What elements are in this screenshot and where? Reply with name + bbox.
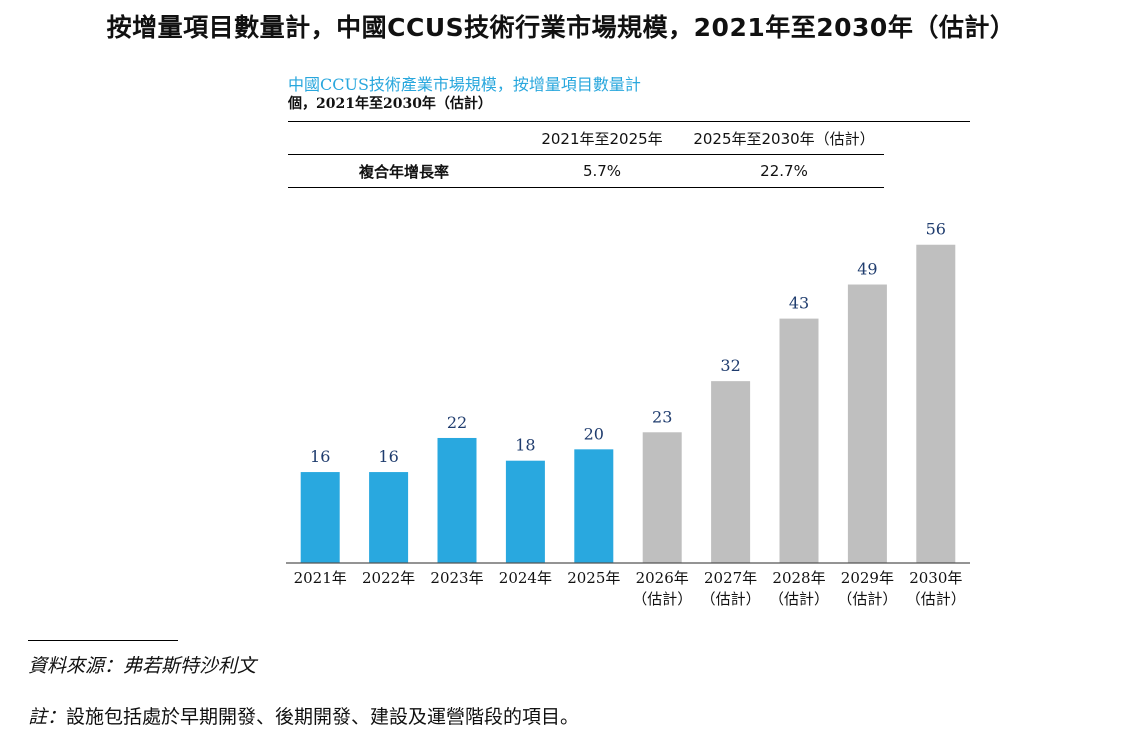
bar-2021年 xyxy=(300,472,340,563)
x-tick-sublabel: （估計） xyxy=(837,590,897,608)
bar-2025年 xyxy=(574,449,614,563)
bar-2023年 xyxy=(437,437,477,563)
value-label: 56 xyxy=(926,220,946,239)
x-tick-label: 2028年 xyxy=(772,569,825,587)
chart-subtitle: 中國CCUS技術產業市場規模，按增量項目數量計 xyxy=(288,75,641,94)
cagr-header-2021-2025: 2021年至2025年 xyxy=(520,121,684,155)
note-text: 設施包括處於早期開發、後期開發、建設及運營階段的項目。 xyxy=(66,706,580,728)
x-tick-label: 2027年 xyxy=(704,569,757,587)
cagr-header-blank xyxy=(288,121,520,155)
x-tick-sublabel: （估計） xyxy=(632,590,692,608)
bar-2026年 xyxy=(642,432,682,563)
x-tick-label: 2021年 xyxy=(294,569,347,587)
cagr-value-2025-2030: 22.7% xyxy=(684,154,884,188)
cagr-header-2025-2030: 2025年至2030年（估計） xyxy=(684,121,884,155)
note-label: 註： xyxy=(28,706,67,728)
x-tick-label: 2025年 xyxy=(567,569,620,587)
value-label: 43 xyxy=(789,294,809,313)
bar-chart: 16 2021年 16 2022年 22 2023年 18 2024年 20 2025年 23 202… xyxy=(286,220,970,608)
x-tick-label: 2030年 xyxy=(909,569,962,587)
value-label: 32 xyxy=(720,356,740,375)
value-label: 16 xyxy=(378,447,398,466)
source-text: 資料來源：弗若斯特沙利文 xyxy=(28,655,257,677)
unit-line: 個，2021年至2030年（估計） xyxy=(288,96,492,112)
bar-2022年 xyxy=(369,472,409,563)
x-tick-label: 2023年 xyxy=(430,569,483,587)
value-label: 23 xyxy=(652,407,672,426)
x-tick-sublabel: （估計） xyxy=(701,590,761,608)
cagr-table-row: 複合年增長率 5.7% 22.7% xyxy=(288,154,884,188)
page-title: 按增量項目數量計，中國CCUS技術行業市場規模，2021年至2030年（估計） xyxy=(106,13,1016,42)
cagr-table-header: 2021年至2025年 2025年至2030年（估計） xyxy=(288,121,884,155)
value-label: 22 xyxy=(447,413,467,432)
bar-2027年 xyxy=(711,381,751,563)
value-label: 20 xyxy=(584,424,604,443)
x-tick-label: 2022年 xyxy=(362,569,415,587)
bar-2030年 xyxy=(916,244,956,563)
bar-2024年 xyxy=(505,460,545,563)
x-tick-sublabel: （估計） xyxy=(769,590,829,608)
x-tick-label: 2029年 xyxy=(841,569,894,587)
bar-2028年 xyxy=(779,318,819,563)
value-label: 16 xyxy=(310,447,330,466)
cagr-table: 2021年至2025年 2025年至2030年（估計） 複合年增長率 5.7% … xyxy=(288,121,884,188)
bar-2029年 xyxy=(847,284,887,563)
x-tick-label: 2026年 xyxy=(636,569,689,587)
source-rule xyxy=(28,640,178,641)
note: 註：設施包括處於早期開發、後期開發、建設及運營階段的項目。 xyxy=(28,702,579,729)
x-tick-sublabel: （估計） xyxy=(906,590,966,608)
x-tick-label: 2024年 xyxy=(499,569,552,587)
value-label: 49 xyxy=(857,260,877,279)
cagr-value-2021-2025: 5.7% xyxy=(520,154,684,188)
value-label: 18 xyxy=(515,436,535,455)
cagr-row-label: 複合年增長率 xyxy=(288,154,520,188)
